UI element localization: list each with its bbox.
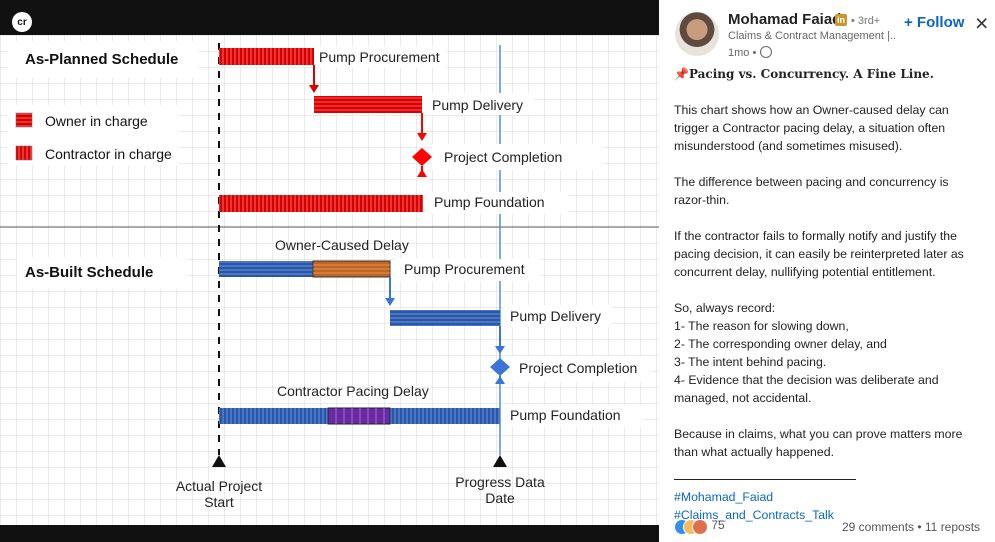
hashtag-claims[interactable]: #Claims_and_Contracts_Talk	[674, 508, 834, 522]
post-paragraph-1: This chart shows how an Owner-caused del…	[674, 103, 949, 153]
separator-line	[674, 479, 856, 480]
svg-text:Pump Procurement: Pump Procurement	[319, 49, 440, 65]
svg-text:Pump Procurement: Pump Procurement	[404, 261, 525, 277]
legend-contractor: Contractor in charge	[15, 145, 172, 162]
owner-delay-label: Owner-Caused Delay	[275, 237, 409, 253]
comments-reposts-count[interactable]: 29 comments • 11 reposts	[842, 520, 981, 534]
list-item: 4- Evidence that the decision was delibe…	[674, 373, 939, 405]
post-text: 📌Pacing vs. Concurrency. A Fine Line. Th…	[674, 65, 984, 524]
record-list: So, always record: 1- The reason for slo…	[674, 299, 984, 407]
actual-start-label-line1: Actual Project	[176, 478, 262, 494]
schedule-chart: As-Planned Schedule Owner in charge Cont…	[0, 35, 659, 525]
svg-text:Project Completion: Project Completion	[519, 360, 637, 376]
list-intro: So, always record:	[674, 301, 776, 315]
built-pump-delivery: Pump Delivery	[390, 305, 612, 327]
svg-text:Project Completion: Project Completion	[444, 149, 562, 165]
post-paragraph-3: If the contractor fails to formally noti…	[674, 229, 964, 279]
post-paragraph-2: The difference between pacing and concur…	[674, 175, 949, 207]
list-item: 1- The reason for slowing down,	[674, 319, 849, 333]
close-icon[interactable]: ×	[975, 10, 989, 36]
svg-text:Pump Delivery: Pump Delivery	[432, 97, 523, 113]
planned-pump-procurement: Pump Procurement	[219, 47, 446, 68]
svg-text:Pump Delivery: Pump Delivery	[510, 308, 601, 324]
post-conclusion: Because in claims, what you can prove ma…	[674, 427, 963, 459]
connection-degree: • 3rd+	[851, 15, 881, 27]
legend-owner: Owner in charge	[15, 112, 148, 129]
built-pump-procurement: Pump Procurement	[219, 259, 540, 281]
list-item: 3- The intent behind pacing.	[674, 355, 827, 369]
as-planned-title: As-Planned Schedule	[25, 51, 178, 68]
built-pump-foundation: Pump Foundation	[219, 405, 642, 427]
built-project-completion: Project Completion	[490, 356, 650, 382]
post-time: 1mo •	[728, 44, 773, 59]
author-avatar[interactable]	[675, 12, 719, 56]
logo-icon: cr	[12, 12, 32, 32]
svg-text:Owner in charge: Owner in charge	[45, 113, 148, 129]
author-name[interactable]: Mohamad Faiad	[728, 11, 842, 28]
author-headline: Claims & Contract Management |...	[728, 30, 896, 42]
svg-text:Pump Foundation: Pump Foundation	[510, 407, 621, 423]
reaction-icons	[674, 518, 708, 535]
post-details-panel: Mohamad Faiad in • 3rd+ Claims & Contrac…	[659, 0, 995, 542]
linkedin-badge-icon: in	[835, 14, 847, 26]
post-image-panel: cr As-Planned Schedule Own	[0, 0, 659, 542]
hashtag-mohamad[interactable]: #Mohamad_Faiad	[674, 490, 774, 504]
planned-pump-delivery: Pump Delivery	[314, 93, 533, 115]
follow-button[interactable]: + Follow	[904, 14, 965, 31]
svg-text:Contractor in charge: Contractor in charge	[45, 146, 172, 162]
pacing-delay-label: Contractor Pacing Delay	[277, 383, 429, 399]
list-item: 2- The corresponding owner delay, and	[674, 337, 887, 351]
planned-pump-foundation: Pump Foundation	[219, 192, 568, 214]
post-title: 📌Pacing vs. Concurrency. A Fine Line.	[674, 67, 934, 81]
planned-project-completion: Project Completion	[412, 144, 602, 170]
actual-start-label-line2: Start	[204, 494, 234, 510]
reactions-summary[interactable]: 75	[674, 518, 725, 535]
progress-date-label-line2: Date	[485, 490, 515, 506]
progress-date-label-line1: Progress Data	[455, 474, 545, 490]
as-built-title: As-Built Schedule	[25, 264, 153, 281]
globe-icon	[760, 46, 773, 58]
svg-text:Pump Foundation: Pump Foundation	[434, 194, 545, 210]
